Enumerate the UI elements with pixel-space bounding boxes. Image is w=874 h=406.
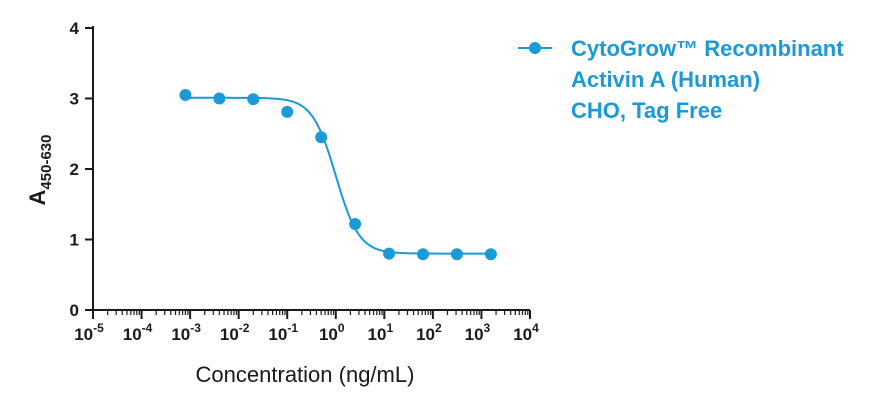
x-tick-label: 103: [465, 321, 491, 344]
data-point: [247, 93, 260, 106]
data-point: [416, 248, 429, 261]
legend-label-line: CytoGrow™ Recombinant: [571, 36, 844, 61]
data-point: [179, 88, 192, 101]
y-tick-label: 0: [70, 301, 79, 320]
x-tick-label: 10-4: [123, 321, 153, 344]
y-tick-label: 1: [70, 231, 79, 250]
legend-label-line: Activin A (Human): [571, 67, 760, 92]
x-tick-label: 10-3: [171, 321, 201, 344]
y-tick-label: 4: [70, 19, 80, 38]
data-point: [383, 247, 396, 260]
y-tick-labels: 0 1 2 3 4: [70, 19, 80, 320]
data-point: [281, 105, 294, 118]
y-tick-label: 3: [70, 90, 79, 109]
x-tick-label: 10-5: [74, 321, 104, 344]
y-axis-title-sub: 450-630: [38, 135, 55, 190]
legend: CytoGrow™ Recombinant Activin A (Human) CH…: [518, 36, 844, 123]
x-tick-label: 102: [416, 321, 442, 344]
x-tick-label: 100: [319, 321, 345, 344]
y-tick-label: 2: [70, 160, 79, 179]
legend-marker: [529, 42, 541, 54]
fit-curve: [182, 96, 496, 255]
data-point: [315, 131, 328, 144]
data-point: [213, 92, 226, 105]
y-axis-title: A450-630: [25, 135, 55, 206]
data-point: [484, 248, 497, 261]
data-point: [450, 248, 463, 261]
data-points: [179, 88, 497, 261]
data-point: [349, 217, 362, 230]
legend-label-line: CHO, Tag Free: [571, 98, 722, 123]
x-tick-labels: 10-5 10-4 10-3 10-2 10-1 100 101 102 103 104: [74, 321, 539, 344]
x-tick-label: 10-2: [220, 321, 250, 344]
y-axis-title-main: A: [25, 189, 50, 205]
axes: [85, 26, 531, 319]
x-tick-label: 104: [513, 321, 539, 344]
x-axis-title: Concentration (ng/mL): [196, 362, 415, 387]
x-tick-label: 101: [368, 321, 394, 344]
x-tick-label: 10-1: [268, 321, 298, 344]
